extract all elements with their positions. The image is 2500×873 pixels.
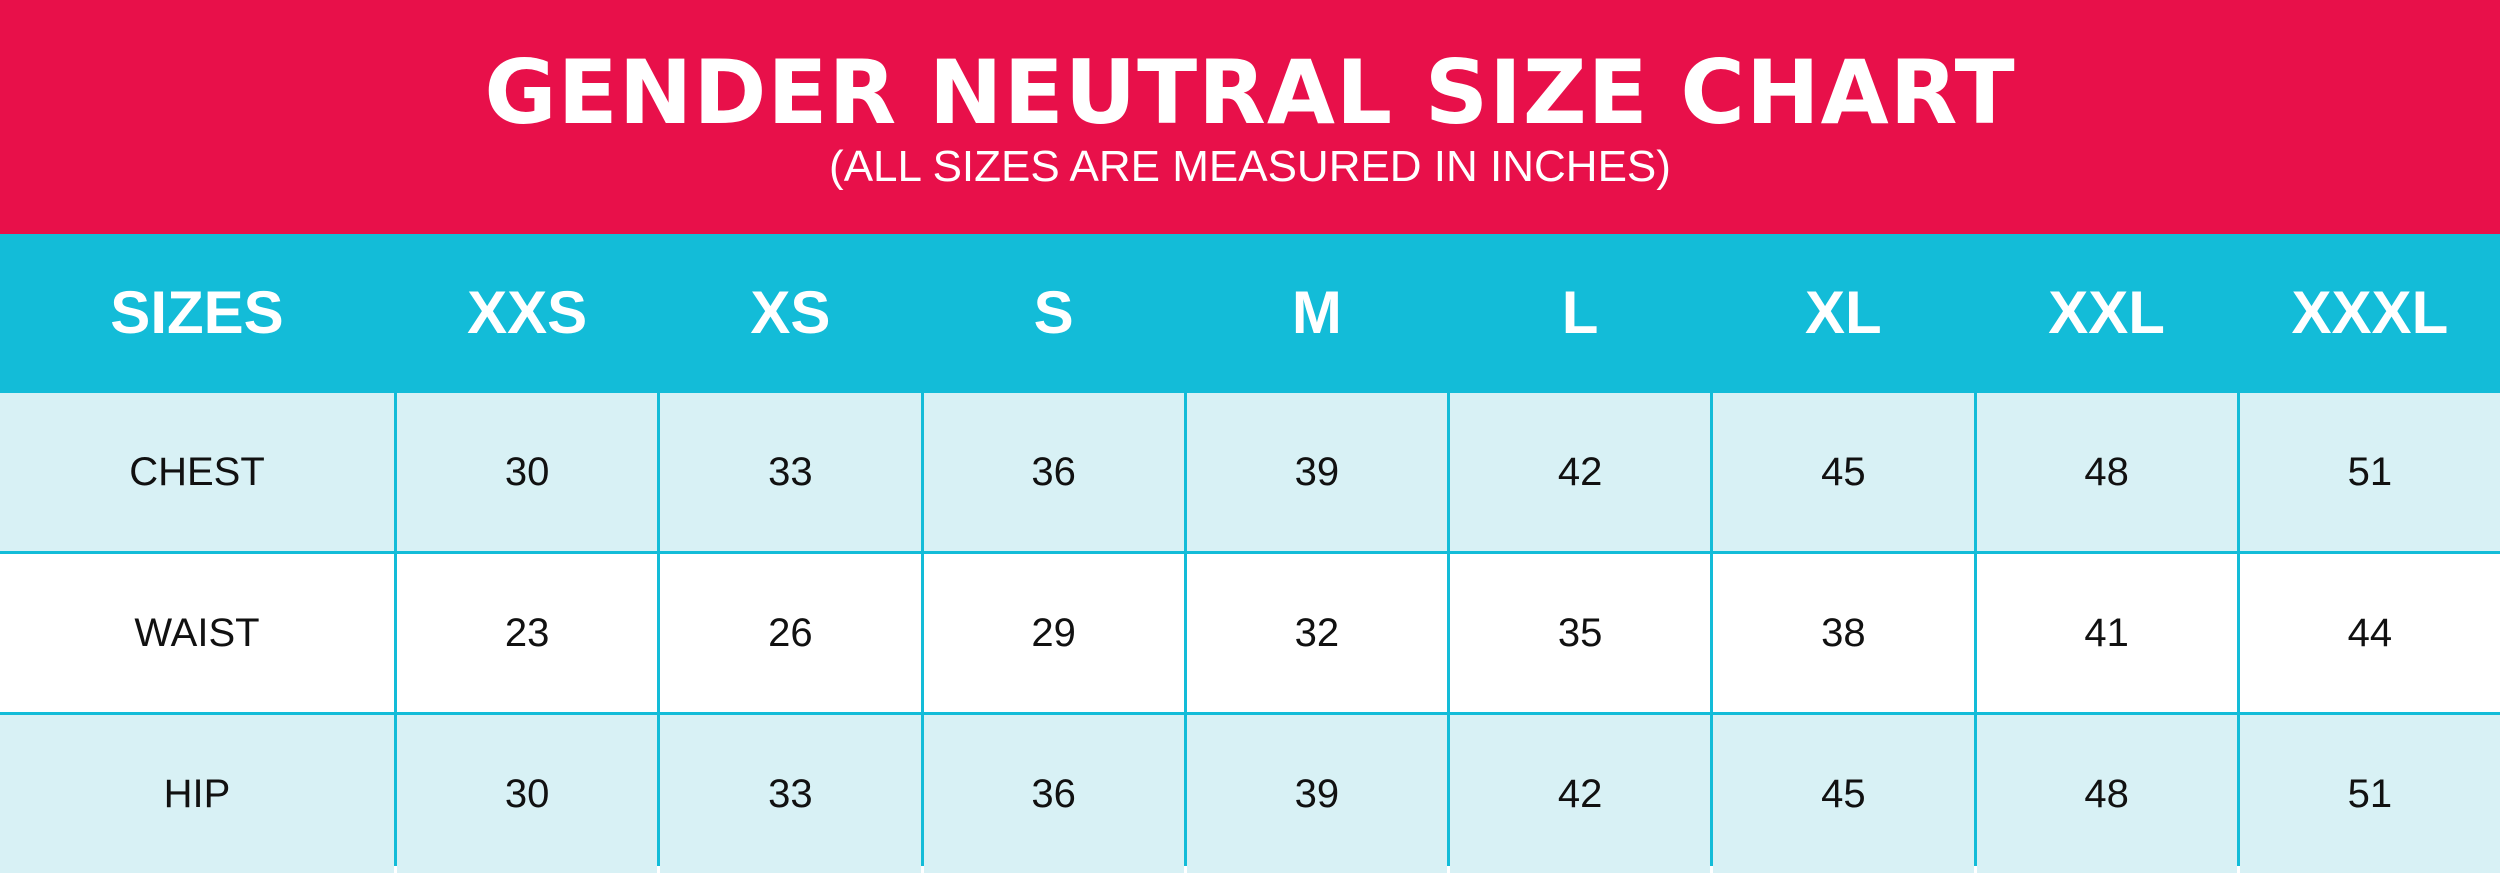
measurement: 26	[660, 554, 921, 712]
measurement: 30	[397, 715, 658, 873]
column-header: XL	[1713, 234, 1974, 390]
measurement: 32	[1186, 554, 1447, 712]
measurement: 39	[1186, 715, 1447, 873]
column-header: XXL	[1976, 234, 2237, 390]
size-table: SIZES XXS XS S M L XL XXL XXXL CHEST 30 33 36 39 42 45 4…	[0, 234, 2500, 873]
measurement: 51	[2239, 715, 2500, 873]
measurement: 36	[923, 393, 1184, 551]
measurement: 45	[1713, 715, 1974, 873]
row-label: HIP	[0, 715, 394, 873]
measurement: 36	[923, 715, 1184, 873]
measurement: 45	[1713, 393, 1974, 551]
measurement: 33	[660, 393, 921, 551]
header: GENDER NEUTRAL SIZE CHART (ALL SIZES ARE…	[0, 0, 2500, 234]
column-header: S	[923, 234, 1184, 390]
measurement: 29	[923, 554, 1184, 712]
column-header: XS	[660, 234, 921, 390]
column-header: L	[1450, 234, 1711, 390]
measurement: 41	[1976, 554, 2237, 712]
row-label: WAIST	[0, 554, 394, 712]
measurement: 35	[1450, 554, 1711, 712]
measurement: 39	[1186, 393, 1447, 551]
title: GENDER NEUTRAL SIZE CHART	[484, 41, 2016, 144]
column-header: XXXL	[2239, 234, 2500, 390]
measurement: 42	[1450, 715, 1711, 873]
measurement: 48	[1976, 393, 2237, 551]
column-header: M	[1186, 234, 1447, 390]
measurement: 30	[397, 393, 658, 551]
measurement: 42	[1450, 393, 1711, 551]
measurement: 33	[660, 715, 921, 873]
row-label: CHEST	[0, 393, 394, 551]
column-header: SIZES	[0, 234, 394, 390]
measurement: 44	[2239, 554, 2500, 712]
measurement: 38	[1713, 554, 1974, 712]
measurement: 48	[1976, 715, 2237, 873]
column-header: XXS	[397, 234, 658, 390]
subtitle: (ALL SIZES ARE MEASURED IN INCHES)	[829, 142, 1671, 191]
measurement: 51	[2239, 393, 2500, 551]
measurement: 23	[397, 554, 658, 712]
